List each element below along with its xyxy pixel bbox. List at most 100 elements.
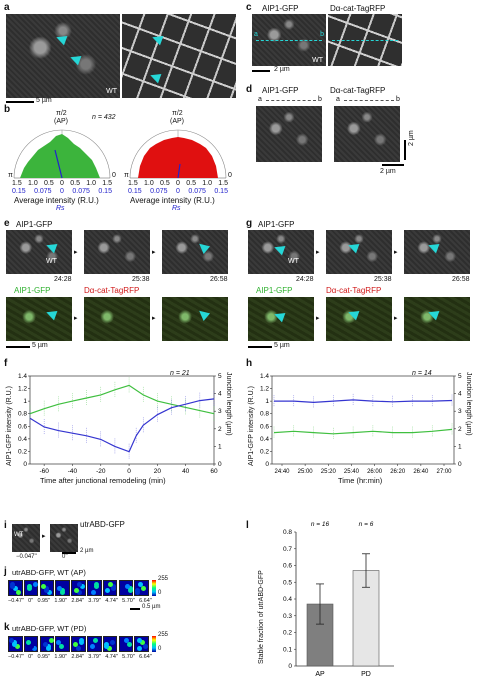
tick-label: 1.5: [102, 180, 112, 187]
merge-label-green: AIP1-GFP: [14, 286, 51, 295]
merge-label-green: AIP1-GFP: [256, 286, 293, 295]
scale-label: 2 µm: [80, 548, 94, 554]
panel-j-title: utrABD-GFP, WT (AP): [12, 568, 86, 577]
merge-label-red: Dα-cat-TagRFP: [84, 286, 140, 295]
heatmap-spot: [124, 584, 130, 589]
polar-pi-half-left: π/2: [56, 110, 67, 117]
series-line-0: [29, 384, 215, 415]
heatmap-spot: [109, 640, 115, 645]
cyan-arrow: [272, 309, 286, 323]
time-label: −0.47'': [8, 598, 25, 604]
tick-label: 0.15: [12, 188, 26, 195]
cyan-arrow: [148, 70, 162, 84]
scale-bar: [130, 608, 140, 610]
time-label: 2.84'': [71, 598, 85, 604]
heatmap-spot: [46, 590, 52, 595]
line-a-b: [256, 40, 322, 41]
heatmap-spot: [110, 586, 116, 591]
panel-g-title: AIP1-GFP: [258, 220, 295, 229]
panel-k-title: utrABD-GFP, WT (PD): [12, 624, 87, 633]
scale-label: 5 µm: [32, 342, 48, 349]
polar-left-rs: Rs: [56, 205, 65, 212]
panel-d-title-left: AIP1-GFP: [262, 86, 299, 95]
cyan-arrow: [150, 32, 164, 46]
panel-label-h: h: [246, 358, 253, 369]
heatmap-spot: [42, 642, 48, 647]
heatmap-spot: [62, 646, 68, 651]
heatmap-spot: [120, 646, 126, 651]
colorbar-j-max: 255: [158, 576, 169, 582]
panel-i-frame-1: WT: [12, 524, 40, 552]
cyan-arrow: [272, 242, 286, 256]
arrow-sep: ▸: [74, 315, 78, 322]
tick-label: 0.075: [34, 188, 52, 195]
tick-label: 1.5: [218, 180, 228, 187]
x-tick-label: 0: [127, 468, 131, 475]
y-tick-label: 0.3: [283, 613, 292, 620]
series-line-1: [29, 398, 215, 453]
tick-label: 0.5: [44, 180, 54, 187]
chart-h-svg: 24:40 25:00 25:20 25:40 26:00 26:20 26:40 27:00…: [260, 373, 462, 475]
panel-k-times: −0.47'' 0'' 0.95'' 1.90'' 2.84'' 3.79'' …: [8, 654, 152, 660]
y-tick-label: 0.1: [283, 646, 292, 653]
heatmap-spot: [77, 582, 83, 587]
time-label: 26:58: [210, 276, 228, 283]
heatmap-spot: [9, 638, 14, 643]
merge-label-red: Dα-cat-TagRFP: [326, 286, 382, 295]
tick-label: 1.0: [86, 180, 96, 187]
tick-label: 1.5: [128, 180, 138, 187]
tick-label: 0.075: [72, 188, 90, 195]
panel-d-b2: b: [396, 96, 400, 103]
heatmap-spot: [80, 584, 86, 589]
scale-bar: [382, 164, 404, 166]
heatmap-spot: [26, 586, 32, 591]
heatmap-spot: [94, 584, 99, 589]
heatmap-frame: [23, 580, 39, 596]
y2-tick-label: 4: [458, 391, 462, 398]
panel-e-merge-2: [84, 297, 150, 341]
colorbar-k: [152, 636, 156, 652]
time-label: −0.47'': [8, 654, 25, 660]
tick-label: 0.15: [98, 188, 112, 195]
y-tick-label: 1.2: [18, 386, 27, 393]
y2-tick-label: 1: [218, 443, 222, 450]
x-tick-label: 26:00: [367, 469, 383, 475]
panel-d-kymo-left: [256, 106, 322, 162]
time-label: 1.90'': [54, 598, 68, 604]
polar-left-xlabel: Average intensity (R.U.): [14, 196, 99, 205]
tick-label: 1.0: [144, 180, 154, 187]
y-tick-label: 0.2: [260, 448, 269, 455]
cyan-arrow: [44, 307, 58, 321]
y-tick-label: 0: [23, 461, 27, 468]
y-tick-label: 0.2: [18, 448, 27, 455]
panel-e-title: AIP1-GFP: [16, 220, 53, 229]
plot-frame: [271, 375, 455, 465]
heatmap-spot: [106, 646, 112, 651]
y-tick-label: 0.8: [283, 529, 292, 536]
heatmap-spot: [121, 590, 127, 595]
y-tick-label: 1.4: [260, 373, 269, 380]
chart-l: 0 0.1 0.2 0.3 0.4 0.5 0.6 0.7 0.8 AP n = 16 PD n = 6…: [244, 516, 480, 685]
heatmap-spot: [137, 638, 143, 643]
heatmap-spot: [90, 644, 95, 649]
panel-label-l: l: [246, 520, 249, 531]
panel-c-title-left: AIP1-GFP: [262, 4, 299, 13]
panel-g-frame-2: [326, 230, 392, 274]
panel-d-a2: a: [336, 96, 340, 103]
chart-f-n: n = 21: [170, 370, 190, 377]
polar-right-rs-ticks: 0.15 0.075 0 0.075 0.15: [128, 188, 228, 195]
polar-pi-half-right: π/2: [172, 110, 183, 117]
series-line-1: [273, 428, 453, 435]
panel-d-arrow-right: [344, 100, 394, 101]
panel-g-frame-1: WT: [248, 230, 314, 274]
wt-label: WT: [312, 57, 323, 64]
x-tick-label: 25:00: [298, 469, 314, 475]
time-label: 5.70'': [122, 598, 135, 604]
tick-label: 0.5: [70, 180, 80, 187]
chart-h-y2label: Junction length (µm): [465, 372, 472, 436]
heatmap-spot: [62, 638, 68, 643]
cyan-arrow: [54, 32, 68, 46]
heatmap-spot: [16, 590, 21, 595]
tick-label: 0: [176, 188, 180, 195]
panel-j-strip: [8, 580, 150, 596]
